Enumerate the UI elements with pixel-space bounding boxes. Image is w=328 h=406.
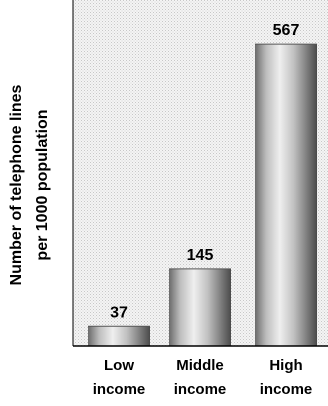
bar-middle-income (169, 268, 231, 346)
x-tick-label: income (174, 381, 227, 398)
bars-layer (88, 43, 317, 346)
bar-value-label: 37 (110, 304, 128, 321)
y-axis-label-line-1: Number of telephone lines (8, 84, 25, 285)
x-tick-label: Middle (176, 357, 224, 374)
x-tick-label: income (93, 381, 146, 398)
bar-low-income (88, 326, 150, 346)
bar-value-label: 145 (187, 247, 214, 264)
y-axis-label-line-2: per 1000 population (34, 109, 51, 260)
labels-layer: 37 Low income 145 Middle income 567 High income (93, 22, 313, 398)
x-tick-label: High (269, 357, 302, 374)
x-tick-label: Low (104, 357, 134, 374)
bar-high-income (255, 44, 317, 346)
bar-value-label: 567 (273, 22, 300, 39)
x-tick-label: income (260, 381, 313, 398)
